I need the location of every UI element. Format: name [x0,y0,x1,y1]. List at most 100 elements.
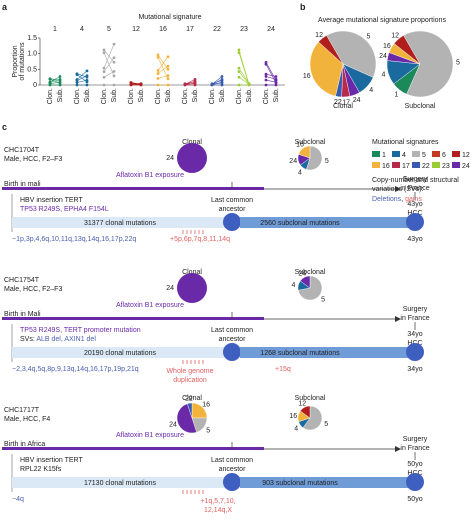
pie-slice-22 [187,402,193,419]
pair-line [265,62,277,81]
clonal-point [264,61,268,64]
case-lca: ancestor [219,466,247,473]
pie-slice-5 [302,405,323,431]
pie-label: 16 [202,401,210,408]
clonal-point [102,51,106,55]
legend-title: Mutational signatures [372,139,439,146]
clonal-point [237,83,241,87]
legend-swatch-24 [452,162,460,168]
subclonal-point [85,69,89,73]
subclonal-point [139,82,143,86]
case-exposure: Aflatoxin B1 exposure [116,302,184,309]
sv-prefix: SVs: [20,336,36,343]
clonal-point [210,82,214,86]
pie-slice-16 [298,145,311,159]
pie-slice-5 [306,145,323,171]
case-birth: Birth in Mali [4,311,41,318]
clonal-point [156,76,160,80]
case-lca: Last common [211,327,253,334]
pie-slice-24 [177,273,207,303]
subclonal-point [166,83,170,87]
subclonal-point [58,78,62,82]
case-exposure: Aflatoxin B1 exposure [116,172,184,179]
legend-sv-title: Copy-number and structural [372,177,459,184]
exposure-bar [2,187,264,190]
pie-label: 16 [303,73,311,80]
subclonal-point [274,78,278,82]
case-age-top: 43yo [407,201,422,208]
subclonal-point [166,64,170,68]
x-group-label: Clon. [209,88,216,104]
pie-label: 5 [325,158,329,165]
x-group-label: Clon. [263,88,270,104]
pair-line [157,57,169,79]
pair-line [103,49,115,63]
legend-label: 24 [462,163,470,170]
subclonal-point [58,75,62,78]
x-group-label: Sub. [246,88,253,102]
clonal-point [156,83,160,87]
pie-label: 22 [185,396,193,403]
ancestor-node [223,213,241,231]
panel-b-letter: b [300,2,306,12]
signature-header: 5 [107,26,111,33]
pie-slice-12 [393,35,421,65]
pie-label: 24 [166,285,174,292]
timeline-arrow [395,186,401,192]
legend-label: 22 [422,163,430,170]
pair-line [49,78,61,81]
pair-line [238,71,250,85]
x-group-label: Sub. [273,88,280,102]
x-group-label: Clon. [236,88,243,104]
pair-line [103,52,115,77]
y-axis-label: Proportionof mutations [12,42,26,81]
legend-sv-types: Deletions, gains [372,196,422,203]
case-age: 34yo [407,366,422,373]
x-group-label: Sub. [138,88,145,102]
pie-label: 4 [294,425,298,432]
case-subclonal-pie [297,275,323,301]
pair-line [211,82,223,85]
case-subclonal-pie [297,405,323,431]
clonal-point [75,83,79,87]
case-lca: Last common [211,457,253,464]
case-subclonal-mutations: 903 subclonal mutations [262,480,338,487]
subclonal-point [274,81,278,85]
case-surgery: in France [400,185,429,192]
panel-c-letter: c [2,122,7,132]
pair-line [238,49,250,85]
case-line-1: TP53 R249S, TERT promoter mutation [20,327,141,334]
pair-line [238,67,250,84]
legend-swatch-22 [412,162,420,168]
case-clonal-pie [176,402,208,434]
pie-label: 12 [391,33,399,40]
panel-b-title: Average mutational signature proportions [318,17,446,24]
timeline-arrow [395,316,401,322]
legend-label: 4 [402,152,406,159]
case-surgery: Surgery [403,176,428,183]
tumor-node [406,213,424,231]
case-id: CHC1704T [4,147,40,154]
pair-line [130,82,142,85]
clonal-point [75,78,79,81]
x-group-label: Clon. [47,88,54,104]
case-surgery: in France [400,445,429,452]
clonal-point [183,82,187,86]
case-subclonal-mutations: 2560 subclonal mutations [260,220,340,227]
pie-label: 24 [166,155,174,162]
pie-slice-5 [403,30,454,98]
pair-line [76,74,88,83]
x-group-label: Sub. [57,88,64,102]
x-group-label: Clon. [101,88,108,104]
pie-label: 5 [456,60,460,67]
legend-swatch-4 [392,151,400,157]
y-axis-label-line: of mutations [19,42,26,81]
legend-gains: gains [405,196,422,203]
case-clonal-label: Clonal [182,395,202,402]
ancestor-node [223,473,241,491]
pair-line [211,80,223,85]
subclonal-point [247,82,251,86]
legend-swatch-5 [412,151,420,157]
signature-header: 22 [213,26,221,33]
x-group-label: Sub. [165,88,172,102]
